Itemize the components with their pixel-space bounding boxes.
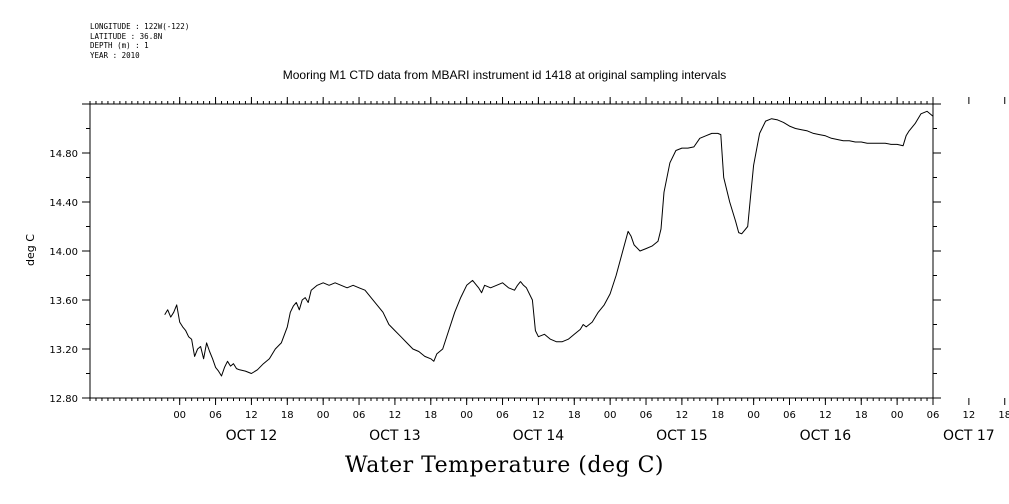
x-hour-tick-label: 18 — [855, 410, 868, 421]
y-tick-label: 14.80 — [49, 149, 78, 160]
x-axis-title: Water Temperature (deg C) — [345, 453, 664, 478]
x-day-label: OCT 16 — [800, 428, 852, 444]
longitude-label: LONGITUDE : 122W(-122) — [90, 22, 190, 31]
y-tick-labels: 12.80 13.20 13.60 14.00 14.40 14.80 — [49, 149, 78, 405]
y-tick-label: 12.80 — [49, 394, 78, 405]
x-hour-tick-label: 00 — [460, 410, 473, 421]
x-hour-tick-label: 06 — [353, 410, 366, 421]
y-tick-label: 13.20 — [49, 345, 78, 356]
x-hour-tick-label: 18 — [711, 410, 724, 421]
x-hour-tick-label: 06 — [209, 410, 222, 421]
x-hour-tick-label: 12 — [963, 410, 976, 421]
chart-title: Mooring M1 CTD data from MBARI instrumen… — [282, 68, 727, 82]
x-tick-labels: 00 06 12 18 00 06 12 18 00 06 12 18 00 06 12 18 00 06 12 18… — [173, 410, 1009, 444]
y-tick-label: 13.60 — [49, 296, 78, 307]
x-hour-tick-label: 06 — [640, 410, 653, 421]
year-label: YEAR : 2010 — [90, 50, 140, 60]
x-hour-tick-label: 12 — [245, 410, 258, 421]
x-hour-tick-label: 12 — [532, 410, 545, 421]
y-axis-label: deg C — [24, 234, 37, 266]
x-hour-tick-label: 12 — [389, 410, 402, 421]
depth-label: DEPTH (m) : 1 — [90, 41, 149, 50]
x-day-label: OCT 13 — [369, 428, 421, 444]
station-metadata: LONGITUDE : 122W(-122) LATITUDE : 36.8N … — [90, 22, 189, 60]
x-hour-tick-label: 18 — [998, 410, 1009, 421]
x-hour-tick-label: 00 — [317, 410, 330, 421]
x-day-label: OCT 12 — [226, 428, 278, 444]
x-day-label: OCT 17 — [943, 428, 995, 444]
x-hour-tick-label: 00 — [891, 410, 904, 421]
y-tick-label: 14.40 — [49, 198, 78, 209]
x-day-label: OCT 14 — [513, 428, 565, 444]
x-hour-tick-label: 06 — [927, 410, 940, 421]
x-hour-tick-label: 00 — [747, 410, 760, 421]
x-hour-tick-label: 06 — [496, 410, 509, 421]
x-hour-tick-label: 00 — [173, 410, 186, 421]
x-hour-tick-label: 18 — [424, 410, 437, 421]
x-hour-tick-label: 12 — [676, 410, 689, 421]
temperature-series-line — [164, 110, 934, 377]
x-hour-tick-label: 00 — [604, 410, 617, 421]
x-hour-tick-label: 18 — [568, 410, 581, 421]
x-hour-tick-label: 18 — [281, 410, 294, 421]
x-hour-tick-label: 06 — [783, 410, 796, 421]
axis-ticks — [82, 97, 1006, 405]
x-day-label: OCT 15 — [656, 428, 708, 444]
x-hour-tick-label: 12 — [819, 410, 832, 421]
series-group — [164, 110, 934, 377]
y-tick-label: 14.00 — [49, 247, 78, 258]
latitude-label: LATITUDE : 36.8N — [90, 31, 163, 41]
plot-frame — [89, 103, 934, 399]
